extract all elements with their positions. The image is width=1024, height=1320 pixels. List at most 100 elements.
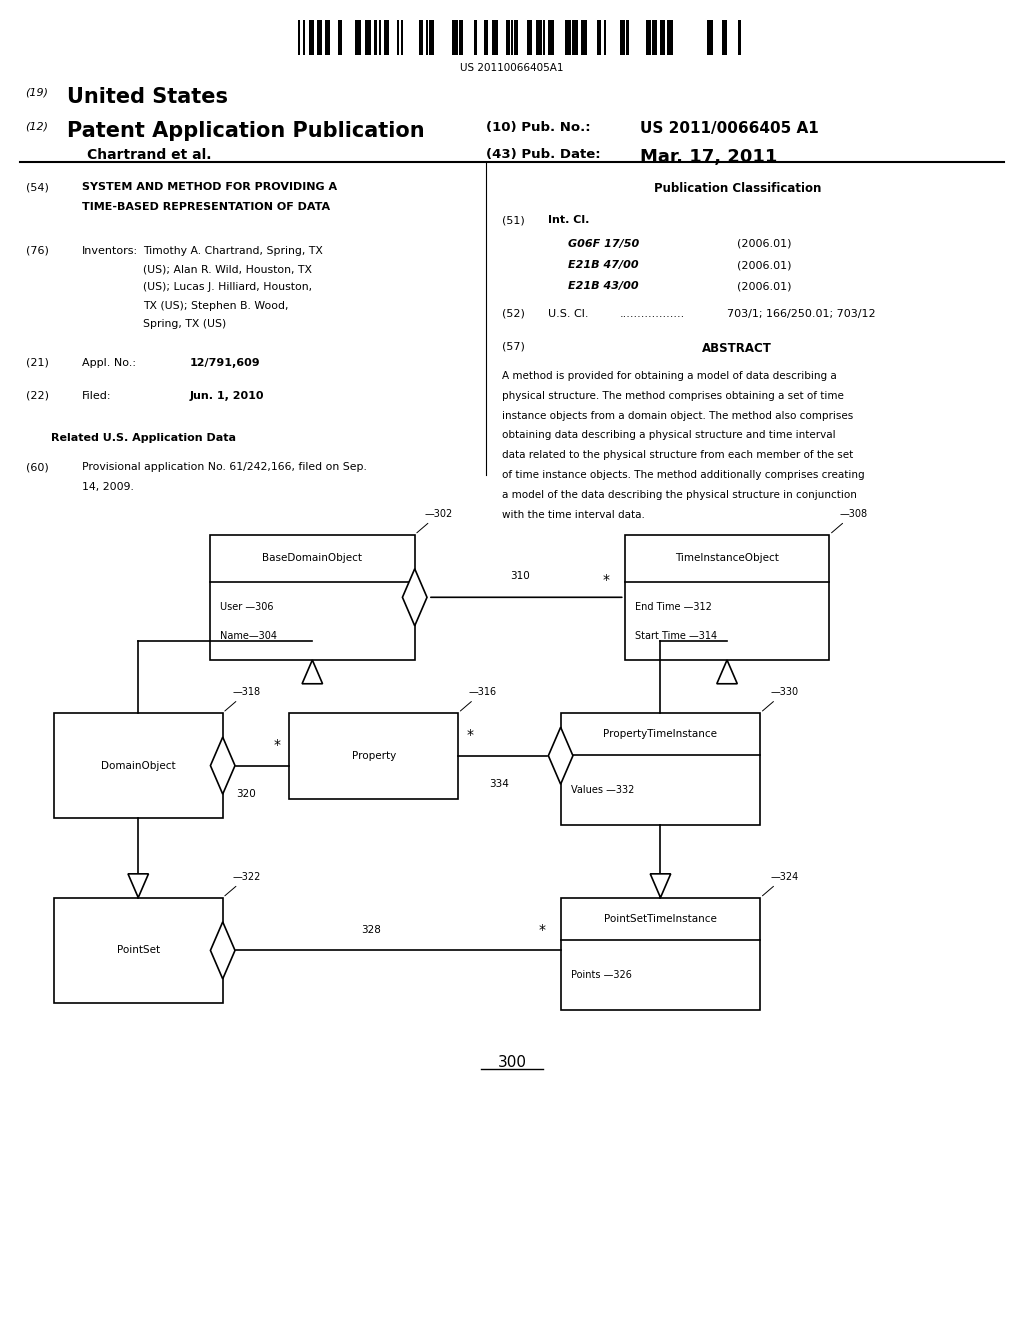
Text: 703/1; 166/250.01; 703/12: 703/1; 166/250.01; 703/12 — [727, 309, 876, 319]
Text: (76): (76) — [26, 246, 48, 256]
Text: 12/791,609: 12/791,609 — [189, 358, 260, 368]
Text: —318: —318 — [225, 686, 261, 711]
Text: Points —326: Points —326 — [571, 970, 632, 979]
Text: (51): (51) — [502, 215, 524, 226]
Text: End Time —312: End Time —312 — [635, 602, 712, 611]
Bar — [626, 20, 629, 55]
Bar — [474, 20, 477, 55]
Bar — [365, 20, 371, 55]
Polygon shape — [402, 569, 427, 626]
Text: (22): (22) — [26, 391, 48, 401]
Text: (52): (52) — [502, 309, 524, 319]
Bar — [397, 20, 399, 55]
Bar — [561, 898, 760, 1010]
Bar — [514, 20, 518, 55]
Text: instance objects from a domain object. The method also comprises: instance objects from a domain object. T… — [502, 411, 853, 421]
Text: Appl. No.:: Appl. No.: — [82, 358, 136, 368]
Bar — [738, 20, 741, 55]
Text: TIME-BASED REPRESENTATION OF DATA: TIME-BASED REPRESENTATION OF DATA — [82, 202, 330, 213]
Text: Mar. 17, 2011: Mar. 17, 2011 — [640, 148, 777, 166]
Bar — [419, 20, 423, 55]
Text: (54): (54) — [26, 182, 48, 193]
Text: a model of the data describing the physical structure in conjunction: a model of the data describing the physi… — [502, 490, 857, 500]
Text: ABSTRACT: ABSTRACT — [702, 342, 772, 355]
Bar — [581, 20, 587, 55]
Bar — [511, 20, 513, 55]
Text: *: * — [467, 729, 474, 742]
Text: —322: —322 — [225, 871, 261, 896]
Text: Spring, TX (US): Spring, TX (US) — [143, 319, 226, 330]
Text: TX (US); Stephen B. Wood,: TX (US); Stephen B. Wood, — [143, 301, 289, 312]
Text: Provisional application No. 61/242,166, filed on Sep.: Provisional application No. 61/242,166, … — [82, 462, 367, 473]
Text: Filed:: Filed: — [82, 391, 112, 401]
Text: with the time interval data.: with the time interval data. — [502, 510, 645, 520]
Bar — [289, 713, 459, 799]
Polygon shape — [128, 874, 148, 898]
Polygon shape — [211, 921, 236, 979]
Bar — [667, 20, 673, 55]
Bar — [384, 20, 389, 55]
Text: of time instance objects. The method additionally comprises creating: of time instance objects. The method add… — [502, 470, 864, 480]
Bar — [54, 898, 223, 1003]
Text: United States: United States — [67, 87, 227, 107]
Text: SYSTEM AND METHOD FOR PROVIDING A: SYSTEM AND METHOD FOR PROVIDING A — [82, 182, 337, 193]
Bar — [492, 20, 498, 55]
Bar — [565, 20, 571, 55]
Text: (US); Alan R. Wild, Houston, TX: (US); Alan R. Wild, Houston, TX — [143, 264, 312, 275]
Bar — [452, 20, 458, 55]
Bar — [379, 20, 381, 55]
Text: Patent Application Publication: Patent Application Publication — [67, 121, 424, 141]
Text: G06F 17/50: G06F 17/50 — [568, 239, 640, 249]
Text: —330: —330 — [763, 686, 799, 711]
Bar — [459, 20, 463, 55]
Text: (10) Pub. No.:: (10) Pub. No.: — [486, 121, 591, 135]
Bar — [527, 20, 532, 55]
Bar — [401, 20, 403, 55]
Bar — [604, 20, 606, 55]
Bar — [309, 20, 314, 55]
Bar — [543, 20, 545, 55]
Text: Related U.S. Application Data: Related U.S. Application Data — [51, 433, 236, 444]
Bar — [54, 713, 223, 818]
Text: 334: 334 — [489, 779, 509, 789]
Text: physical structure. The method comprises obtaining a set of time: physical structure. The method comprises… — [502, 391, 844, 401]
Text: ..................: .................. — [620, 309, 685, 319]
Text: (2006.01): (2006.01) — [737, 239, 792, 249]
Text: Start Time —314: Start Time —314 — [635, 631, 717, 640]
Text: (US); Lucas J. Hilliard, Houston,: (US); Lucas J. Hilliard, Houston, — [143, 282, 312, 293]
Text: *: * — [273, 738, 281, 752]
Text: A method is provided for obtaining a model of data describing a: A method is provided for obtaining a mod… — [502, 371, 837, 381]
Text: US 20110066405A1: US 20110066405A1 — [460, 63, 564, 74]
Text: 310: 310 — [510, 572, 529, 581]
Bar — [652, 20, 657, 55]
Text: Property: Property — [351, 751, 396, 760]
Text: —316: —316 — [461, 686, 497, 711]
Bar — [374, 20, 377, 55]
Polygon shape — [302, 660, 323, 684]
Bar — [325, 20, 330, 55]
Text: Chartrand et al.: Chartrand et al. — [87, 148, 212, 162]
Text: data related to the physical structure from each member of the set: data related to the physical structure f… — [502, 450, 853, 461]
Text: obtaining data describing a physical structure and time interval: obtaining data describing a physical str… — [502, 430, 836, 441]
Polygon shape — [211, 737, 236, 795]
Bar — [548, 20, 554, 55]
Text: Int. Cl.: Int. Cl. — [548, 215, 589, 226]
Text: US 2011/0066405 A1: US 2011/0066405 A1 — [640, 121, 819, 136]
Polygon shape — [717, 660, 737, 684]
Text: E21B 43/00: E21B 43/00 — [568, 281, 639, 292]
Text: Publication Classification: Publication Classification — [653, 182, 821, 195]
Bar — [506, 20, 510, 55]
Bar — [484, 20, 488, 55]
Text: Jun. 1, 2010: Jun. 1, 2010 — [189, 391, 264, 401]
Bar — [660, 20, 665, 55]
Bar — [625, 535, 829, 660]
Bar — [338, 20, 342, 55]
Bar — [298, 20, 300, 55]
Text: (19): (19) — [26, 87, 48, 98]
Text: DomainObject: DomainObject — [101, 760, 175, 771]
Bar — [303, 20, 305, 55]
Text: —308: —308 — [831, 508, 867, 533]
Text: Name—304: Name—304 — [220, 631, 278, 640]
Bar — [707, 20, 713, 55]
Text: 320: 320 — [236, 789, 256, 800]
